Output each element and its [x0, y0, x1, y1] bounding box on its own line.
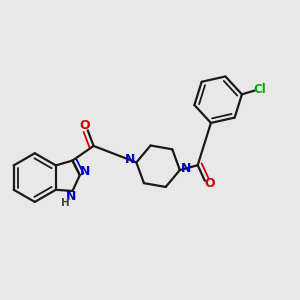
- Text: N: N: [80, 165, 90, 178]
- Text: Cl: Cl: [254, 83, 266, 96]
- Text: O: O: [204, 177, 215, 190]
- Text: N: N: [181, 162, 191, 175]
- Text: N: N: [125, 153, 136, 166]
- Text: O: O: [80, 119, 91, 132]
- Text: H: H: [61, 198, 70, 208]
- Text: N: N: [66, 190, 76, 203]
